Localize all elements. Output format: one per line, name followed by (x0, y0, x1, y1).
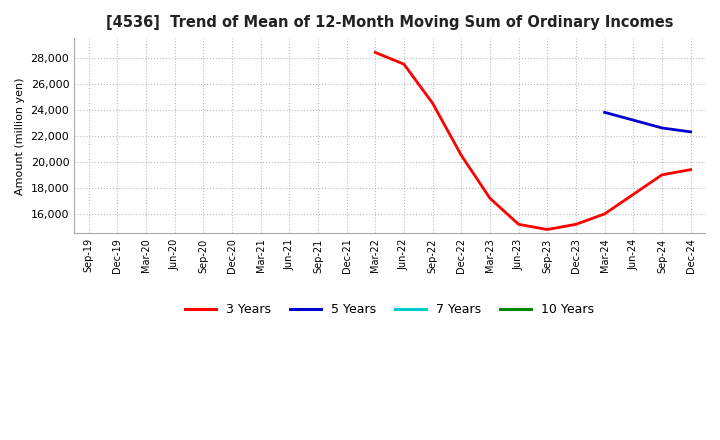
Legend: 3 Years, 5 Years, 7 Years, 10 Years: 3 Years, 5 Years, 7 Years, 10 Years (180, 298, 599, 321)
Title: [4536]  Trend of Mean of 12-Month Moving Sum of Ordinary Incomes: [4536] Trend of Mean of 12-Month Moving … (106, 15, 673, 30)
Y-axis label: Amount (million yen): Amount (million yen) (15, 77, 25, 194)
